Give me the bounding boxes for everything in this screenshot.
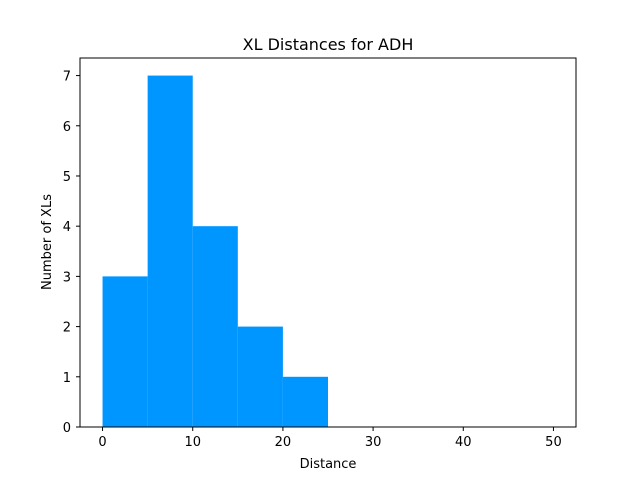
y-tick-label-4: 4: [63, 220, 71, 235]
chart-title: XL Distances for ADH: [243, 35, 414, 54]
histogram-bar-2: [192, 226, 238, 427]
plot-frame: [79, 57, 577, 428]
y-axis-label: Number of XLs: [40, 194, 55, 290]
histogram-bar-1: [147, 75, 193, 428]
bars-group: [102, 75, 328, 428]
y-tick-label-7: 7: [63, 70, 71, 85]
y-tick-label-6: 6: [63, 120, 71, 135]
x-tick-label-5: 50: [545, 435, 562, 450]
y-tick-label-3: 3: [63, 270, 71, 285]
x-axis-ticks: 0 10 20 30 40 50: [98, 427, 562, 450]
x-tick-label-0: 0: [98, 435, 106, 450]
y-tick-label-5: 5: [63, 170, 71, 185]
histogram-bar-3: [237, 326, 283, 427]
histogram-bar-0: [102, 276, 148, 427]
x-tick-label-2: 20: [275, 435, 292, 450]
x-tick-label-4: 40: [455, 435, 472, 450]
x-axis-label: Distance: [300, 457, 357, 472]
x-tick-label-3: 30: [365, 435, 382, 450]
histogram-bar-4: [282, 376, 328, 427]
y-tick-label-2: 2: [63, 321, 71, 336]
y-axis-ticks: 0 1 2 3 4 5 6 7: [63, 70, 80, 436]
y-tick-label-0: 0: [63, 421, 71, 436]
x-tick-label-1: 10: [184, 435, 201, 450]
y-tick-label-1: 1: [63, 371, 71, 386]
